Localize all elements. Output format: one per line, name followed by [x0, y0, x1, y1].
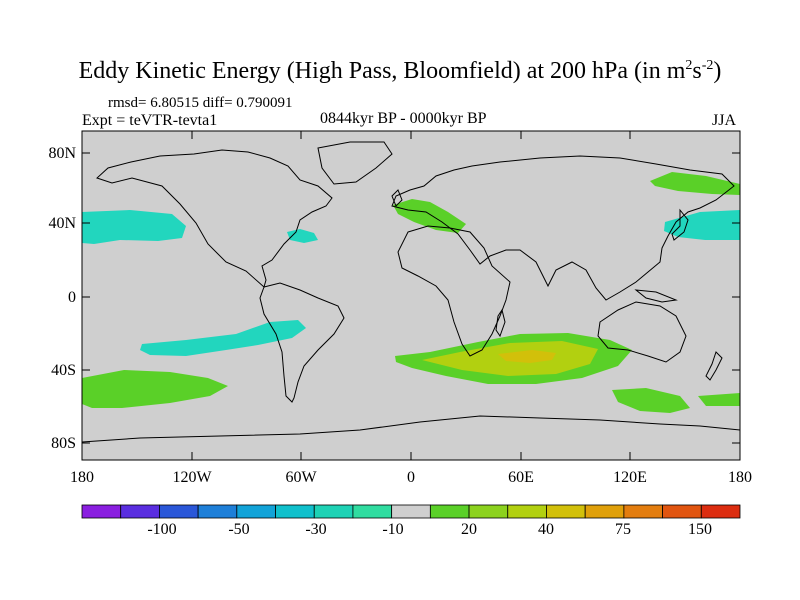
colorbar-box: [584, 504, 625, 519]
latitude-labels: 80N 40N 0 40S 80S: [48, 145, 76, 452]
rmsd-diff-stats: rmsd= 6.80515 diff= 0.790091: [108, 95, 293, 111]
colorbar-box: [391, 504, 431, 519]
colorbar-box: [352, 504, 393, 519]
green-patch-europe: [393, 199, 466, 233]
colorbar-box: [120, 504, 160, 519]
lon-label-60e: 60E: [508, 469, 534, 486]
colorbar-box: [700, 504, 741, 519]
colorbar-label-75: 75: [615, 521, 631, 538]
colorbar-box: [275, 504, 315, 519]
longitude-labels: 180 120W 60W 0 60E 120E 180: [70, 469, 752, 486]
figure-title: Eddy Kinetic Energy (High Pass, Bloomfie…: [78, 58, 722, 84]
colorbar-box: [313, 504, 354, 519]
lon-label-120w: 120W: [172, 469, 212, 486]
lat-label-0: 0: [68, 289, 76, 306]
colorbar-box: [468, 504, 509, 519]
period-label: 0844kyr BP - 0000kyr BP: [320, 110, 487, 127]
lon-label-180w: 180: [70, 469, 94, 486]
coastlines: [81, 141, 741, 443]
coast-north-america: [96, 149, 333, 288]
coast-new-zealand: [705, 351, 723, 381]
cyan-patch-south-pacific: [140, 320, 306, 356]
colorbar: [81, 504, 741, 519]
colorbar-box: [623, 504, 663, 519]
colorbar-label-40: 40: [538, 521, 554, 538]
cyan-patch-north-pacific: [82, 210, 186, 244]
colorbar-label-minus100: -100: [147, 521, 176, 538]
lat-label-40n: 40N: [48, 215, 76, 232]
anomaly-shading: [82, 172, 740, 413]
yellow-patch-core: [498, 350, 556, 363]
green-patch-south-pacific: [82, 370, 228, 408]
colorbar-box: [662, 504, 702, 519]
coast-new-guinea: [634, 289, 678, 303]
colorbar-label-minus30: -30: [305, 521, 326, 538]
colorbar-box: [429, 504, 470, 519]
lon-label-120e: 120E: [613, 469, 647, 486]
coast-africa: [397, 225, 511, 357]
lat-label-80s: 80S: [51, 435, 76, 452]
colorbar-label-150: 150: [688, 521, 712, 538]
lon-label-60w: 60W: [285, 469, 317, 486]
colorbar-box: [81, 504, 122, 519]
green-patch-south-australia: [612, 388, 690, 413]
green-patch-south-pacific-east: [698, 393, 740, 406]
colorbar-label-20: 20: [461, 521, 477, 538]
coast-greenland: [317, 141, 393, 185]
colorbar-label-minus10: -10: [382, 521, 403, 538]
colorbar-box: [546, 504, 586, 519]
lat-label-80n: 80N: [48, 145, 76, 162]
experiment-label: Expt = teVTR-tevta1: [82, 112, 218, 129]
coast-south-america: [259, 282, 345, 403]
coast-japan: [671, 208, 689, 241]
lon-label-180e: 180: [728, 469, 752, 486]
axis-ticks: [81, 131, 741, 460]
colorbar-box: [507, 504, 547, 519]
coast-british-isles: [391, 189, 403, 207]
lon-label-0: 0: [407, 469, 415, 486]
season-label: JJA: [712, 112, 737, 129]
coast-madagascar: [495, 308, 506, 338]
colorbar-box: [236, 504, 276, 519]
colorbar-label-minus50: -50: [228, 521, 249, 538]
colorbar-box: [159, 504, 199, 519]
colorbar-labels: -100 -50 -30 -10 20 40 75 150: [147, 521, 712, 538]
colorbar-box: [197, 504, 238, 519]
cyan-patch-north-atlantic: [287, 229, 318, 243]
coast-australia: [597, 301, 687, 363]
green-patch-north-pacific-high: [650, 172, 740, 195]
lat-label-40s: 40S: [51, 362, 76, 379]
coast-antarctica: [81, 415, 741, 443]
